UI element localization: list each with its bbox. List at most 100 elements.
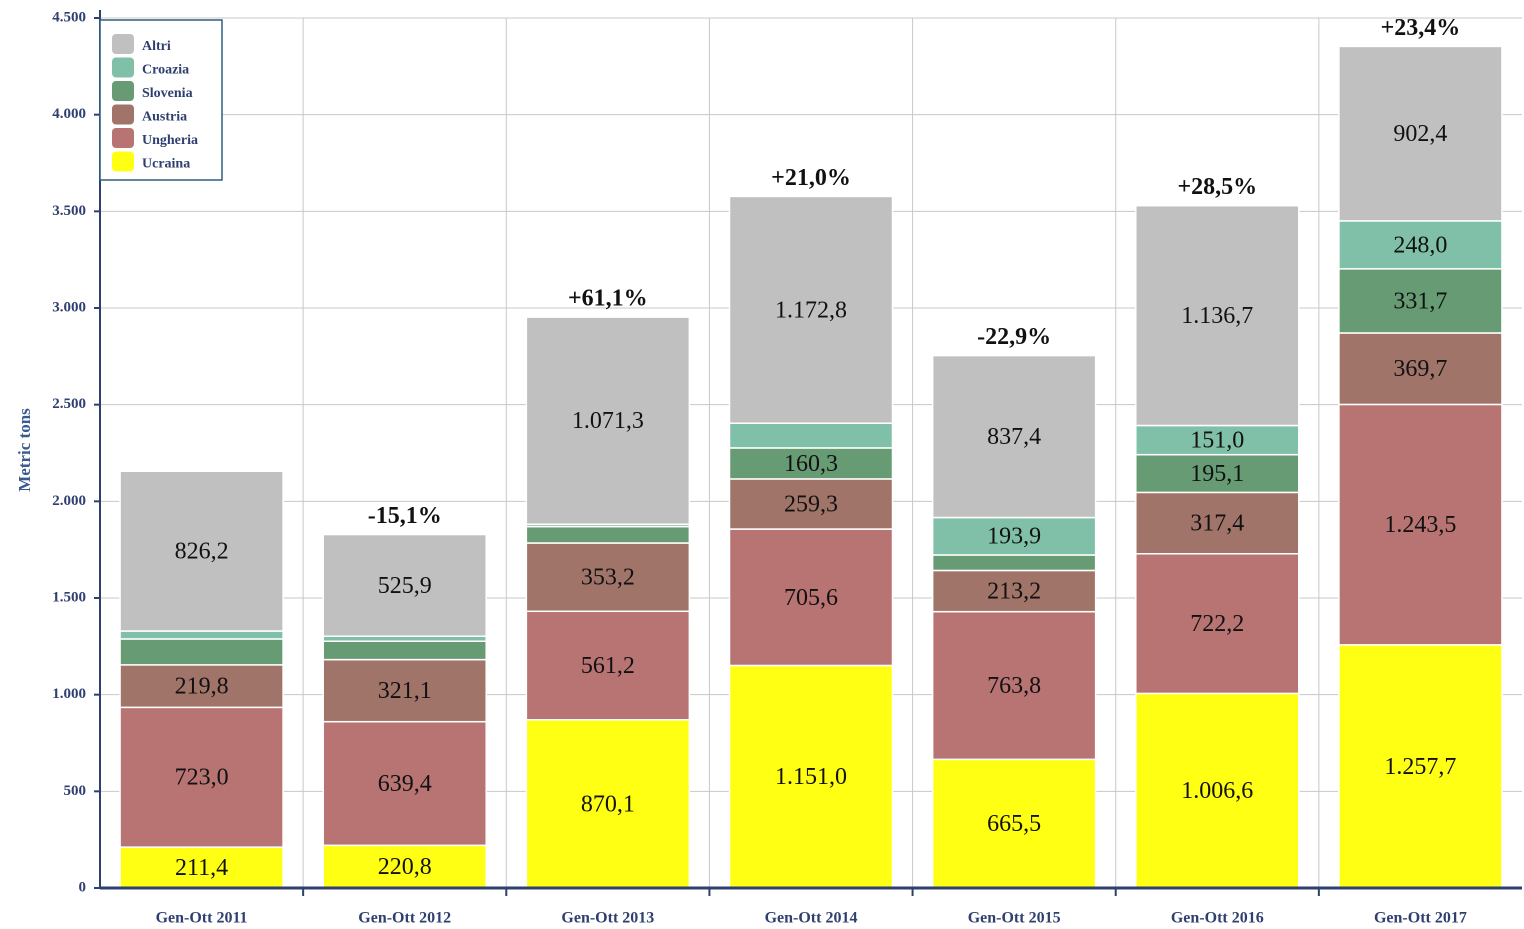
bar-segment: [322, 720, 487, 847]
value-label: 826,2: [175, 539, 229, 565]
y-tick-label: 4.000: [52, 106, 86, 122]
value-label: 259,3: [784, 491, 838, 517]
bar-segment: [931, 569, 1097, 613]
value-label: 1.151,0: [775, 764, 847, 790]
bar-segment: [525, 719, 691, 889]
value-label: 722,2: [1190, 611, 1244, 637]
value-label: 902,4: [1393, 121, 1447, 147]
value-label: 763,8: [987, 673, 1041, 699]
legend-label: Croazia: [142, 63, 189, 78]
value-label: 160,3: [784, 451, 838, 477]
legend-label: Ucraina: [142, 157, 190, 172]
bar-segment: [119, 638, 284, 666]
value-label: 705,6: [784, 585, 838, 611]
value-label: 1.071,3: [572, 408, 644, 434]
growth-label: -22,9%: [977, 324, 1051, 350]
bar-segment: [119, 706, 284, 848]
bar-segment: [728, 195, 894, 424]
bar-segment: [1338, 332, 1503, 406]
y-axis-title: Metric tons: [15, 408, 34, 492]
bar-segment: [1338, 45, 1503, 222]
bar-segment: [931, 610, 1097, 761]
value-label: 151,0: [1190, 428, 1244, 454]
bar-segment: [322, 640, 487, 661]
x-tick-label: Gen-Ott 2012: [358, 910, 451, 927]
value-label: 665,5: [987, 811, 1041, 837]
legend-swatch: [112, 81, 134, 101]
value-label: 525,9: [378, 573, 432, 599]
y-tick-label: 1.000: [52, 686, 86, 702]
value-label: 331,7: [1393, 288, 1447, 314]
bar-segment: [931, 516, 1097, 556]
y-tick-label: 3.500: [52, 203, 86, 219]
x-tick-label: Gen-Ott 2014: [765, 910, 858, 927]
x-tick-label: Gen-Ott 2013: [561, 910, 654, 927]
legend-swatch: [112, 128, 134, 148]
bar-segment: [322, 533, 487, 637]
bar-segment: [728, 422, 894, 449]
value-label: 219,8: [175, 674, 229, 700]
bar-segment: [119, 630, 284, 640]
growth-label: +21,0%: [771, 165, 851, 191]
bar-segment: [1135, 204, 1300, 427]
y-tick-label: 1.500: [52, 589, 86, 605]
bar-segment: [728, 447, 894, 480]
bar-segment: [119, 846, 284, 889]
bar-segment: [1135, 692, 1300, 889]
bar-segment: [1338, 220, 1503, 270]
bar-segment: [1135, 491, 1300, 555]
value-label: 1.243,5: [1384, 512, 1456, 538]
bar-segment: [525, 610, 691, 721]
y-tick-label: 2.000: [52, 493, 86, 509]
y-tick-label: 3.000: [52, 299, 86, 315]
bar-segment: [322, 635, 487, 642]
bar-segment: [1338, 268, 1503, 334]
bar-segment: [931, 758, 1097, 889]
value-label: 870,1: [581, 791, 635, 817]
bar-segment: [1135, 453, 1300, 494]
bar-segment: [525, 316, 691, 525]
value-label: 321,1: [378, 678, 432, 704]
value-label: 211,4: [175, 855, 228, 881]
growth-label: +28,5%: [1177, 174, 1257, 200]
x-tick-label: Gen-Ott 2011: [156, 910, 248, 927]
bar-segment: [322, 844, 487, 889]
y-tick-label: 2.500: [52, 396, 86, 412]
y-tick-label: 0: [79, 879, 87, 895]
value-label: 1.257,7: [1384, 754, 1456, 780]
bar-segment: [1135, 553, 1300, 695]
bar-segment: [525, 542, 691, 613]
y-tick-label: 4.500: [52, 9, 86, 25]
value-label: 1.136,7: [1181, 303, 1253, 329]
bar-segment: [1338, 644, 1503, 889]
x-tick-label: Gen-Ott 2016: [1171, 910, 1264, 927]
value-label: 639,4: [378, 771, 432, 797]
bar-segment: [931, 354, 1097, 519]
bar-segment: [931, 554, 1097, 572]
value-label: 353,2: [581, 565, 635, 591]
y-tick-label: 500: [64, 783, 87, 799]
legend-label: Ungheria: [142, 133, 198, 148]
legend-label: Austria: [142, 110, 187, 125]
bar-segment: [728, 664, 894, 889]
legend-label: Altri: [142, 39, 171, 54]
bar-segment: [119, 470, 284, 632]
value-label: 317,4: [1190, 511, 1244, 537]
value-label: 369,7: [1393, 356, 1447, 382]
value-label: 561,2: [581, 653, 635, 679]
value-label: 1.006,6: [1181, 778, 1253, 804]
bar-segment: [728, 528, 894, 667]
legend-label: Slovenia: [142, 86, 193, 101]
legend-swatch: [112, 151, 134, 172]
bar-segment: [322, 658, 487, 723]
x-tick-label: Gen-Ott 2015: [968, 910, 1061, 927]
value-label: 213,2: [987, 579, 1041, 605]
value-label: 837,4: [987, 424, 1041, 450]
bar-segment: [1135, 424, 1300, 456]
value-label: 248,0: [1393, 232, 1447, 258]
growth-label: -15,1%: [368, 503, 442, 529]
growth-label: +61,1%: [568, 286, 648, 312]
value-label: 220,8: [378, 854, 432, 880]
legend-swatch: [112, 57, 134, 78]
